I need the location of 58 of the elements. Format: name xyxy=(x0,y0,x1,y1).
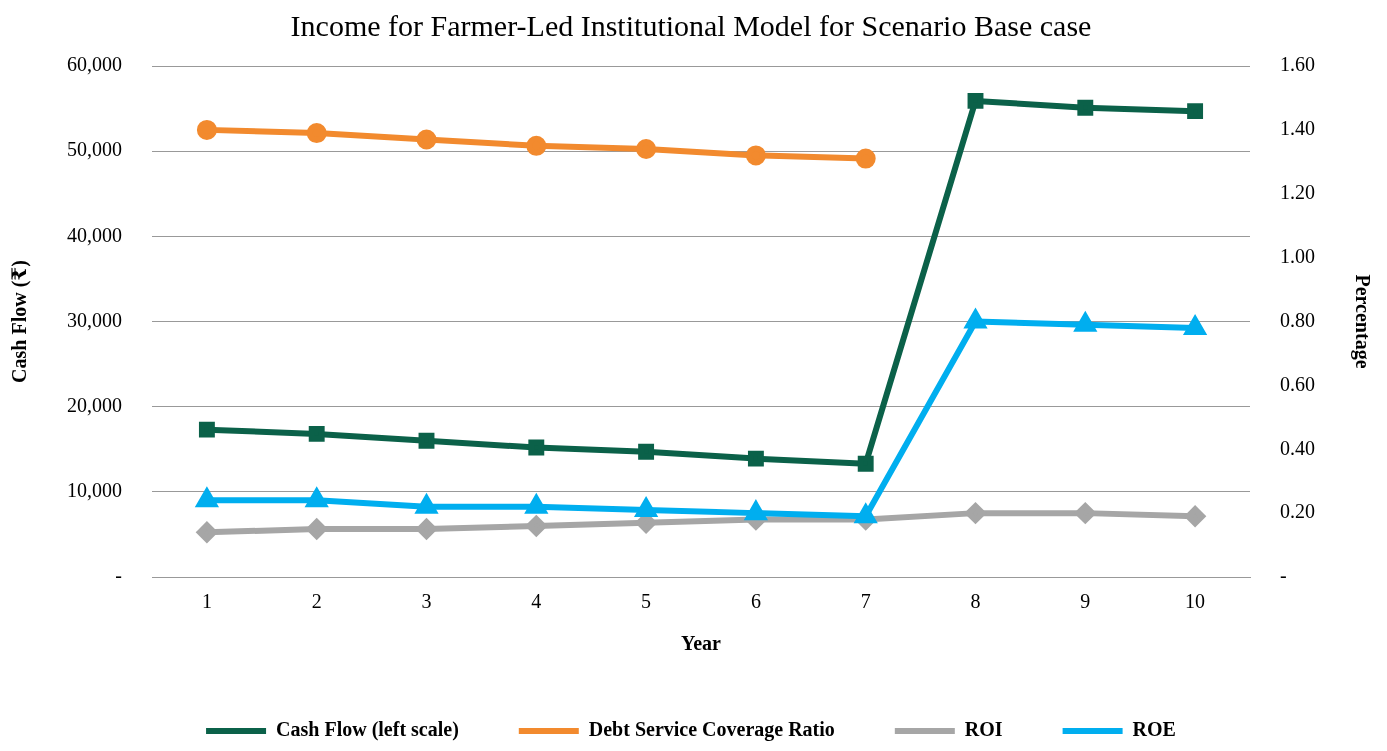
y2-tick-label: 1.00 xyxy=(1280,244,1315,267)
y-tick-label: 30,000 xyxy=(67,308,122,331)
y2-tick-label: 0.80 xyxy=(1280,308,1315,331)
x-tick-label: 10 xyxy=(1185,590,1206,613)
x-tick-label: 1 xyxy=(201,590,212,613)
point xyxy=(308,425,325,442)
point xyxy=(1185,506,1206,527)
legend-label: Cash Flow (left scale) xyxy=(276,718,459,742)
x-tick-label: 7 xyxy=(860,590,871,613)
point xyxy=(747,450,764,467)
point xyxy=(638,443,655,460)
y-tick-label: 10,000 xyxy=(67,479,122,502)
chart-title: Income for Farmer-Led Institutional Model for Scenario Base case xyxy=(290,8,1092,42)
y-tick-label: 60,000 xyxy=(67,53,122,76)
y2-tick-label: 1.40 xyxy=(1280,117,1315,140)
point xyxy=(418,432,435,449)
point xyxy=(967,92,984,109)
point xyxy=(855,148,876,169)
legend-label: ROI xyxy=(964,718,1003,741)
x-axis-title: Year xyxy=(681,632,722,655)
y-axis-title: Cash Flow (₹) xyxy=(8,260,32,383)
point xyxy=(526,515,547,536)
x-tick-label: 9 xyxy=(1080,590,1091,613)
point xyxy=(198,421,215,438)
legend-label: Debt Service Coverage Ratio xyxy=(588,718,835,742)
x-tick-label: 8 xyxy=(970,590,981,613)
point xyxy=(1187,103,1204,120)
x-tick-label: 4 xyxy=(531,590,542,613)
x-tick-label: 5 xyxy=(641,590,652,613)
legend-label: ROE xyxy=(1132,718,1176,741)
point xyxy=(306,519,327,540)
point xyxy=(528,439,545,456)
y2-axis-title: Percentage xyxy=(1350,274,1374,369)
point xyxy=(1077,99,1094,116)
point xyxy=(1075,503,1096,524)
y2-tick-label: 1.60 xyxy=(1280,53,1315,76)
y2-tick-label: 0.20 xyxy=(1280,500,1315,523)
point xyxy=(965,503,986,524)
y-tick-label: 20,000 xyxy=(67,393,122,416)
y2-tick-label: 0.60 xyxy=(1280,372,1315,395)
y2-tick-label: - xyxy=(1280,564,1287,587)
point xyxy=(636,139,657,160)
point xyxy=(857,455,874,472)
y2-tick-label: 1.20 xyxy=(1280,181,1315,203)
point xyxy=(745,145,766,166)
point xyxy=(196,119,217,140)
point xyxy=(416,519,437,540)
point xyxy=(196,522,217,543)
point xyxy=(416,129,437,150)
x-tick-label: 3 xyxy=(421,590,432,613)
y-tick-label: 40,000 xyxy=(67,223,122,246)
y2-tick-label: 0.40 xyxy=(1280,436,1315,459)
y-tick-label: - xyxy=(115,564,122,587)
y-tick-label: 50,000 xyxy=(67,138,122,161)
point xyxy=(526,135,547,156)
x-tick-label: 6 xyxy=(750,590,761,613)
x-tick-label: 2 xyxy=(311,590,322,613)
point xyxy=(306,123,327,144)
